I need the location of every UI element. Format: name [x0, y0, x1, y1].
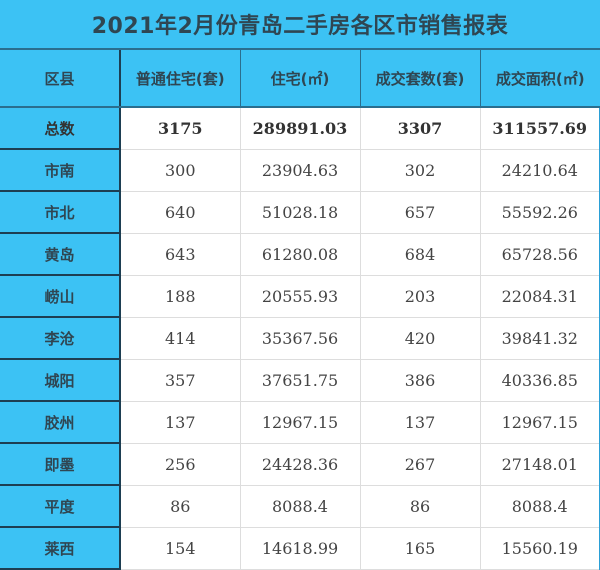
residential-area-cell: 51028.18: [239, 190, 361, 234]
ordinary-units-cell: 188: [119, 274, 241, 318]
table-row: 市南 300 23904.63 302 24210.64: [0, 148, 600, 192]
deal-units-cell: 386: [359, 358, 481, 402]
table-row: 市北 640 51028.18 657 55592.26: [0, 190, 600, 234]
residential-area-cell: 61280.08: [239, 232, 361, 276]
deal-units-cell: 137: [359, 400, 481, 444]
header-ordinary-units: 普通住宅(套): [120, 50, 241, 108]
district-cell: 城阳: [0, 359, 121, 402]
district-cell: 李沧: [0, 317, 121, 360]
deal-units-cell: 3307: [359, 106, 481, 150]
ordinary-units-cell: 300: [119, 148, 241, 192]
residential-area-cell: 24428.36: [239, 442, 361, 486]
table-row: 胶州 137 12967.15 137 12967.15: [0, 400, 600, 444]
table-row: 莱西 154 14618.99 165 15560.19: [0, 526, 600, 570]
deal-units-cell: 302: [359, 148, 481, 192]
district-cell: 市北: [0, 191, 121, 234]
header-district: 区县: [0, 50, 121, 108]
residential-area-cell: 35367.56: [239, 316, 361, 360]
deal-area-cell: 8088.4: [479, 484, 600, 528]
district-cell: 即墨: [0, 443, 121, 486]
deal-area-cell: 40336.85: [479, 358, 600, 402]
deal-units-cell: 203: [359, 274, 481, 318]
deal-units-cell: 165: [359, 526, 481, 570]
residential-area-cell: 8088.4: [239, 484, 361, 528]
district-cell: 市南: [0, 149, 121, 192]
deal-area-cell: 27148.01: [479, 442, 600, 486]
residential-area-cell: 23904.63: [239, 148, 361, 192]
header-deal-units: 成交套数(套): [360, 50, 481, 108]
deal-area-cell: 65728.56: [479, 232, 600, 276]
residential-area-cell: 289891.03: [239, 106, 361, 150]
district-cell: 总数: [0, 107, 121, 150]
deal-area-cell: 311557.69: [479, 106, 600, 150]
table-row: 李沧 414 35367.56 420 39841.32: [0, 316, 600, 360]
report-title: 2021年2月份青岛二手房各区市销售报表: [0, 0, 600, 50]
total-row: 总数 3175 289891.03 3307 311557.69: [0, 106, 600, 150]
district-cell: 胶州: [0, 401, 121, 444]
ordinary-units-cell: 414: [119, 316, 241, 360]
sales-table: 区县 普通住宅(套) 住宅(㎡) 成交套数(套) 成交面积(㎡) 总数 3175 2…: [0, 50, 600, 570]
deal-area-cell: 12967.15: [479, 400, 600, 444]
residential-area-cell: 37651.75: [239, 358, 361, 402]
ordinary-units-cell: 357: [119, 358, 241, 402]
deal-units-cell: 684: [359, 232, 481, 276]
district-cell: 莱西: [0, 527, 121, 570]
deal-units-cell: 267: [359, 442, 481, 486]
ordinary-units-cell: 256: [119, 442, 241, 486]
deal-area-cell: 39841.32: [479, 316, 600, 360]
table-row: 城阳 357 37651.75 386 40336.85: [0, 358, 600, 402]
table-row: 崂山 188 20555.93 203 22084.31: [0, 274, 600, 318]
ordinary-units-cell: 3175: [119, 106, 241, 150]
district-cell: 平度: [0, 485, 121, 528]
deal-units-cell: 657: [359, 190, 481, 234]
residential-area-cell: 20555.93: [239, 274, 361, 318]
residential-area-cell: 12967.15: [239, 400, 361, 444]
header-deal-area: 成交面积(㎡): [480, 50, 600, 108]
deal-area-cell: 15560.19: [479, 526, 600, 570]
deal-area-cell: 22084.31: [479, 274, 600, 318]
header-residential-area: 住宅(㎡): [240, 50, 361, 108]
table-row: 即墨 256 24428.36 267 27148.01: [0, 442, 600, 486]
deal-area-cell: 24210.64: [479, 148, 600, 192]
table-row: 平度 86 8088.4 86 8088.4: [0, 484, 600, 528]
ordinary-units-cell: 86: [119, 484, 241, 528]
deal-units-cell: 420: [359, 316, 481, 360]
district-cell: 崂山: [0, 275, 121, 318]
ordinary-units-cell: 643: [119, 232, 241, 276]
ordinary-units-cell: 640: [119, 190, 241, 234]
ordinary-units-cell: 137: [119, 400, 241, 444]
residential-area-cell: 14618.99: [239, 526, 361, 570]
district-cell: 黄岛: [0, 233, 121, 276]
deal-units-cell: 86: [359, 484, 481, 528]
header-row: 区县 普通住宅(套) 住宅(㎡) 成交套数(套) 成交面积(㎡): [0, 50, 600, 108]
deal-area-cell: 55592.26: [479, 190, 600, 234]
ordinary-units-cell: 154: [119, 526, 241, 570]
table-row: 黄岛 643 61280.08 684 65728.56: [0, 232, 600, 276]
